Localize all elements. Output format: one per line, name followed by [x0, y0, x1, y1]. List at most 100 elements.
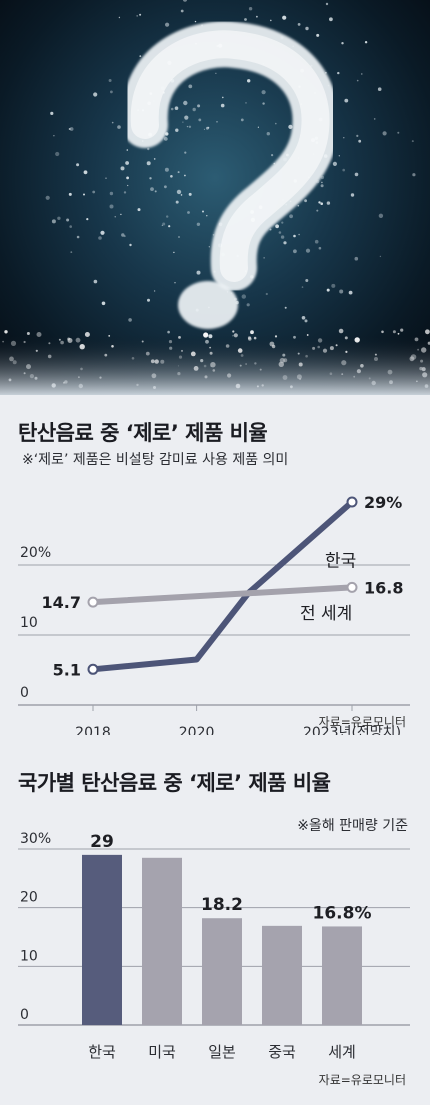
hero-image	[0, 0, 430, 395]
sugar-grain	[397, 332, 400, 335]
sugar-particle	[247, 79, 251, 83]
sugar-particle	[170, 175, 173, 178]
sugar-particle	[364, 41, 368, 44]
line-chart: 0 10 20% 2018 2020 2023년(전망치) 5.1 29% 14.7 16.8 한국…	[18, 493, 410, 735]
data-point	[87, 596, 99, 608]
sugar-particle	[153, 158, 156, 160]
bar-chart-panel: 국가별 탄산음료 중 ‘제로’ 제품 비율 ※올해 판매량 기준 0 10 20 30…	[0, 745, 430, 1105]
sugar-particle	[125, 161, 129, 165]
sugar-particle	[108, 79, 112, 82]
sugar-particle	[338, 155, 340, 157]
y-tick-label: 30%	[20, 831, 51, 847]
sugar-question-mark-illustration	[0, 0, 430, 395]
sugar-particle	[373, 118, 376, 120]
series-line	[90, 584, 355, 606]
sugar-particle	[197, 104, 201, 108]
sugar-particle	[379, 255, 382, 258]
sugar-grain	[400, 328, 404, 332]
sugar-particle	[316, 33, 320, 37]
bar	[142, 857, 182, 1025]
sugar-particle	[301, 316, 306, 320]
sugar-grain	[4, 330, 8, 334]
sugar-particle	[128, 318, 132, 322]
sugar-particle	[318, 201, 321, 204]
sugar-particle	[92, 190, 96, 194]
sugar-particle	[208, 246, 210, 248]
sugar-particle	[314, 239, 319, 244]
sugar-particle	[173, 251, 175, 254]
sugar-particle	[168, 225, 171, 228]
sugar-particle	[271, 154, 274, 157]
bar-value-label: 29	[90, 832, 114, 852]
sugar-particle	[216, 121, 218, 123]
y-tick-label: 20%	[20, 545, 51, 561]
sugar-particle	[244, 18, 247, 21]
sugar-particle	[121, 233, 125, 237]
sugar-particle	[120, 166, 125, 171]
sugar-particle	[344, 98, 349, 103]
sugar-particle	[175, 200, 179, 204]
sugar-particle	[257, 126, 259, 128]
line-chart-note: ※‘제로’ 제품은 비설탕 감미료 사용 제품 의미	[22, 452, 289, 468]
sugar-particle	[297, 204, 300, 207]
sugar-particle	[192, 107, 196, 112]
sugar-particle	[182, 0, 188, 2]
sugar-particle	[194, 20, 197, 23]
sugar-particle	[265, 292, 268, 296]
sugar-particle	[165, 22, 170, 27]
bar	[202, 918, 242, 1025]
sugar-particle	[109, 191, 114, 196]
bar-value-label: 18.2	[201, 895, 243, 915]
sugar-particle	[117, 125, 121, 129]
sugar-particle	[111, 121, 114, 124]
data-point	[346, 581, 358, 593]
y-tick-label: 20	[20, 890, 38, 906]
sugar-particle	[161, 224, 163, 226]
sugar-particle	[342, 168, 346, 172]
bar	[262, 925, 302, 1025]
sugar-particle	[139, 13, 142, 16]
series-name-label: 전 세계	[300, 604, 352, 624]
sugar-particle	[275, 122, 277, 125]
bar	[322, 926, 362, 1025]
sugar-particle	[332, 161, 337, 166]
sugar-particle	[220, 103, 225, 108]
sugar-particle	[177, 171, 180, 174]
sugar-particle	[305, 279, 309, 282]
sugar-particle	[109, 204, 114, 209]
sugar-particle	[183, 100, 188, 106]
sugar-particle	[166, 215, 169, 218]
sugar-particle	[68, 128, 71, 130]
sugar-particle	[139, 55, 142, 57]
sugar-particle	[305, 248, 311, 253]
sugar-particle	[118, 16, 121, 19]
sugar-particle	[188, 125, 192, 128]
sugar-particle	[325, 2, 329, 6]
sugar-grain	[338, 328, 344, 334]
sugar-particle	[163, 137, 168, 141]
sugar-particle	[270, 19, 272, 22]
sugar-particle	[263, 257, 265, 259]
bar-chart-note: ※올해 판매량 기준	[297, 818, 408, 834]
sugar-particle	[147, 147, 150, 151]
sugar-particle	[206, 126, 209, 130]
sugar-particle	[146, 161, 151, 166]
sugar-particle	[129, 243, 132, 247]
y-tick-label: 0	[20, 1007, 29, 1023]
sugar-grain	[425, 329, 430, 335]
data-point	[87, 663, 99, 675]
sugar-particle	[305, 26, 309, 31]
sugar-particle	[164, 167, 169, 172]
sugar-particle	[316, 209, 319, 212]
series-line	[90, 499, 355, 673]
sugar-grain	[232, 330, 235, 333]
sugar-particle	[50, 111, 54, 115]
sugar-particle	[397, 131, 400, 134]
sugar-particle	[182, 121, 184, 123]
sugar-particle	[269, 228, 272, 231]
y-tick-label: 10	[20, 615, 38, 631]
sugar-grain	[250, 330, 254, 335]
x-tick-label: 2018	[75, 725, 111, 735]
sugar-particle	[282, 15, 287, 20]
sugar-particle	[188, 192, 192, 196]
